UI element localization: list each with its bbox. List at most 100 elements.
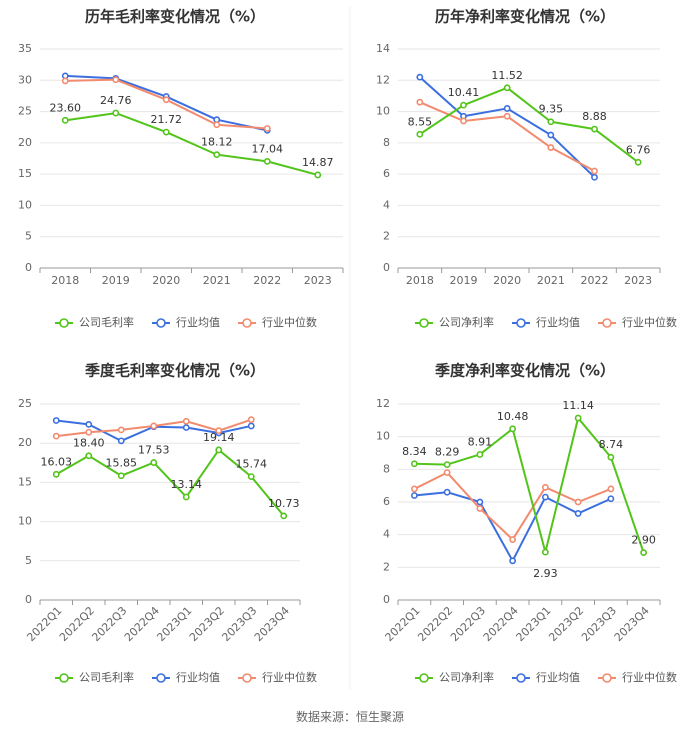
data-point	[443, 469, 451, 476]
data-point	[607, 495, 615, 503]
series-line-1	[419, 86, 639, 164]
legend-item: 行业均值	[176, 316, 220, 329]
data-point	[263, 157, 271, 165]
data-point	[541, 483, 549, 491]
data-point	[591, 173, 598, 181]
y-tick-label: 2	[383, 230, 390, 243]
chart-title: 季度净利率变化情况（%）	[435, 362, 615, 380]
y-tick-label: 20	[18, 136, 32, 149]
x-tick-label: 2022Q2	[57, 604, 97, 644]
data-label: 9.35	[539, 103, 564, 116]
x-tick-label: 2022Q2	[415, 604, 455, 644]
data-label: 8.29	[435, 446, 460, 459]
y-tick-label: 4	[383, 528, 390, 541]
data-label: 8.34	[402, 445, 427, 458]
series-line-3	[413, 471, 612, 541]
data-point	[634, 158, 642, 166]
data-point	[591, 125, 598, 133]
data-point	[182, 493, 190, 501]
data-point	[476, 505, 484, 512]
data-point	[410, 485, 418, 493]
data-point	[541, 548, 549, 556]
data-point	[117, 437, 125, 445]
data-point	[150, 459, 158, 466]
y-tick-label: 6	[383, 495, 390, 508]
data-point	[85, 428, 93, 436]
legend-marker	[156, 318, 166, 328]
data-point	[503, 112, 511, 120]
data-label: 19.14	[203, 431, 235, 444]
x-tick-label: 2020	[152, 274, 180, 287]
legend-marker	[516, 673, 526, 683]
data-point	[213, 151, 221, 159]
data-label: 21.72	[151, 113, 183, 126]
data-point	[247, 422, 255, 430]
x-tick-label: 2022	[253, 274, 281, 287]
x-tick-label: 2023	[304, 274, 332, 287]
legend-item: 行业中位数	[622, 670, 677, 684]
y-tick-label: 14	[376, 42, 390, 55]
data-label: 11.52	[491, 69, 523, 82]
data-label: 8.88	[582, 110, 607, 123]
y-tick-label: 0	[383, 261, 390, 274]
data-point	[150, 422, 158, 430]
y-tick-label: 10	[18, 198, 32, 211]
legend-marker	[242, 318, 252, 328]
legend-item: 公司毛利率	[79, 670, 134, 684]
data-label: 8.74	[599, 438, 624, 451]
legend-item: 行业均值	[536, 316, 580, 329]
y-tick-label: 2	[383, 560, 390, 573]
legend-marker	[59, 673, 69, 683]
legend-item: 公司净利率	[439, 670, 494, 684]
data-point	[85, 452, 93, 460]
x-tick-label: 2021	[203, 274, 231, 287]
y-tick-label: 5	[25, 230, 32, 243]
data-point	[541, 493, 549, 501]
y-tick-label: 4	[383, 198, 390, 211]
data-point	[476, 498, 484, 506]
data-point	[52, 417, 60, 424]
legend-item: 行业中位数	[622, 315, 677, 329]
data-point	[443, 461, 451, 468]
data-point	[314, 171, 322, 179]
data-label: 8.91	[468, 435, 493, 448]
chart-1: 历年毛利率变化情况（%） 0 5 10 15 20 25 30 35 2018 2019 2020 20…	[18, 8, 344, 329]
data-point	[607, 485, 615, 493]
x-tick-label: 2023Q2	[546, 604, 586, 644]
x-tick-label: 2019	[102, 274, 130, 287]
x-tick-label: 2022Q3	[89, 604, 129, 644]
legend-item: 行业均值	[536, 671, 580, 684]
x-tick-label: 2018	[51, 274, 79, 287]
data-label: 17.04	[252, 142, 284, 155]
data-point	[547, 131, 555, 139]
data-point	[640, 549, 648, 557]
y-tick-label: 8	[383, 136, 390, 149]
y-tick-label: 6	[383, 167, 390, 180]
data-label: 16.03	[41, 455, 73, 468]
data-point	[280, 512, 288, 520]
data-point	[263, 125, 271, 132]
data-point	[162, 96, 170, 104]
data-point	[574, 414, 582, 422]
x-tick-label: 2023Q4	[612, 604, 652, 644]
data-label: 10.48	[497, 410, 529, 423]
data-point	[52, 432, 60, 440]
x-tick-label: 2020	[493, 274, 521, 287]
data-point	[503, 84, 511, 92]
data-point	[416, 73, 424, 81]
data-label: 18.40	[73, 437, 105, 450]
legend-marker	[516, 318, 526, 328]
data-point	[117, 426, 125, 434]
data-label: 23.60	[50, 101, 82, 114]
data-point	[460, 101, 467, 109]
series-line-1	[65, 112, 319, 176]
data-point	[410, 460, 418, 468]
data-point	[85, 420, 93, 428]
data-point	[476, 451, 484, 458]
legend-marker	[419, 318, 429, 328]
y-tick-label: 20	[18, 436, 32, 449]
y-tick-label: 30	[18, 73, 32, 86]
x-tick-label: 2022	[581, 274, 609, 287]
data-point	[547, 144, 555, 151]
